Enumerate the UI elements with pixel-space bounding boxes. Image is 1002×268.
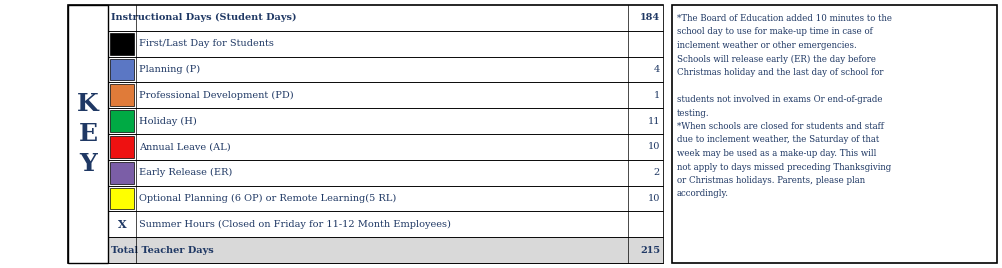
Bar [110,188,134,209]
Bar [110,110,134,132]
Bar [68,237,662,263]
Text: school day to use for make-up time in case of: school day to use for make-up time in ca… [676,28,872,36]
Text: Schools will release early (ER) the day before: Schools will release early (ER) the day … [676,54,875,64]
Text: Christmas holiday and the last day of school for: Christmas holiday and the last day of sc… [676,68,883,77]
Text: 4: 4 [653,65,659,74]
Bar [110,136,134,158]
Bar [68,82,662,108]
Text: 1: 1 [653,91,659,100]
Text: week may be used as a make-up day. This will: week may be used as a make-up day. This … [676,149,876,158]
Text: Summer Hours (Closed on Friday for 11-12 Month Employees): Summer Hours (Closed on Friday for 11-12… [139,220,451,229]
Text: Early Release (ER): Early Release (ER) [139,168,232,177]
Bar [68,5,108,263]
Text: 2: 2 [653,168,659,177]
Text: due to inclement weather, the Saturday of that: due to inclement weather, the Saturday o… [676,136,879,144]
Text: testing.: testing. [676,109,709,117]
Text: students not involved in exams Or end-of-grade: students not involved in exams Or end-of… [676,95,882,104]
Text: Optional Planning (6 OP) or Remote Learning(5 RL): Optional Planning (6 OP) or Remote Learn… [139,194,396,203]
Text: *When schools are closed for students and staff: *When schools are closed for students an… [676,122,883,131]
Text: X: X [117,219,126,230]
Text: not apply to days missed preceding Thanksgiving: not apply to days missed preceding Thank… [676,162,891,172]
Text: 10: 10 [647,142,659,151]
Bar [68,211,662,237]
Bar [68,186,662,211]
Bar [110,33,134,55]
Bar [671,5,996,263]
Text: or Christmas holidays. Parents, please plan: or Christmas holidays. Parents, please p… [676,176,865,185]
Text: *The Board of Education added 10 minutes to the: *The Board of Education added 10 minutes… [676,14,891,23]
Text: accordingly.: accordingly. [676,189,728,199]
Bar [110,59,134,80]
Text: Total Teacher Days: Total Teacher Days [111,245,213,255]
Bar [68,108,662,134]
Text: Planning (P): Planning (P) [139,65,200,74]
Text: 215: 215 [639,245,659,255]
Bar [68,160,662,186]
Text: K
E
Y: K E Y [77,92,99,176]
Bar [68,57,662,82]
Text: Annual Leave (AL): Annual Leave (AL) [139,142,230,151]
Text: Professional Development (PD): Professional Development (PD) [139,91,294,100]
Bar [68,134,662,160]
Text: Instructional Days (Student Days): Instructional Days (Student Days) [111,13,297,23]
Text: First/Last Day for Students: First/Last Day for Students [139,39,274,48]
Text: Holiday (H): Holiday (H) [139,117,196,126]
Bar [68,5,662,31]
Text: 184: 184 [639,13,659,23]
Bar [68,31,662,57]
Bar [110,84,134,106]
Text: 10: 10 [647,194,659,203]
Bar [110,162,134,184]
Text: 11: 11 [647,117,659,126]
Bar [68,5,662,263]
Text: inclement weather or other emergencies.: inclement weather or other emergencies. [676,41,856,50]
